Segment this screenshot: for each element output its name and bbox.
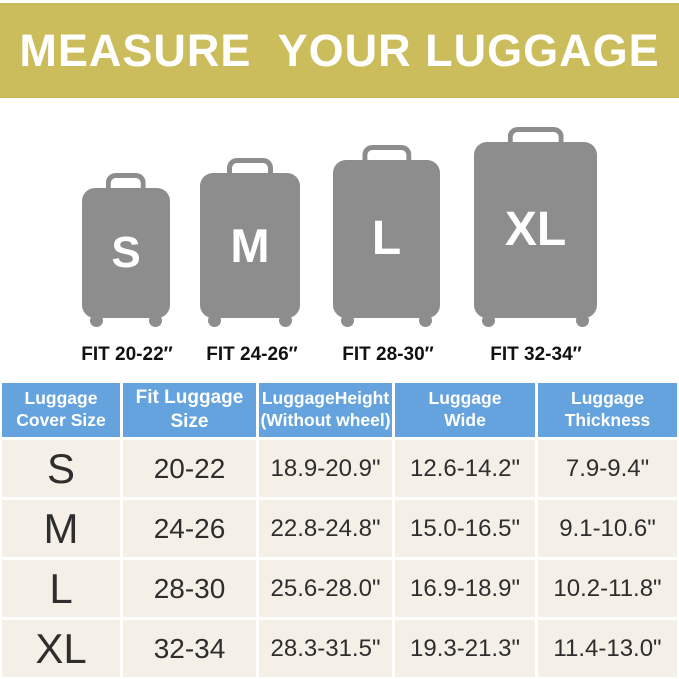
suitcase-size-letter: XL <box>504 203 567 256</box>
table-cell-thickness: 11.4-13.0" <box>538 620 677 677</box>
column-header-cover-size: Luggage Cover Size <box>2 383 120 437</box>
fit-label-s: FIT 20-22″ <box>81 344 173 365</box>
table-cell-size: S <box>2 440 120 497</box>
fit-label-l: FIT 28-30″ <box>342 344 434 365</box>
fit-label-xl: FIT 32-34″ <box>490 344 582 365</box>
suitcase-l: L <box>333 145 440 327</box>
column-header-thickness: Luggage Thickness <box>538 383 677 437</box>
size-chart-table: Luggage Cover Size Fit Luggage Size Lugg… <box>2 383 677 677</box>
suitcase-s: S <box>82 173 170 327</box>
column-header-height: LuggageHeight (Without wheel) <box>259 383 392 437</box>
suitcase-m: M <box>200 158 300 327</box>
suitcase-size-letter: L <box>371 212 402 265</box>
table-cell-height: 25.6-28.0" <box>259 560 392 617</box>
table-cell-thickness: 10.2-11.8" <box>538 560 677 617</box>
suitcase-body: L <box>333 160 440 318</box>
suitcase-size-letter: S <box>111 228 141 277</box>
page-title: MEASURE YOUR LUGGAGE <box>19 24 660 76</box>
table-cell-height: 28.3-31.5" <box>259 620 392 677</box>
table-cell-fit: 20-22 <box>123 440 256 497</box>
suitcase-body: M <box>200 173 300 318</box>
suitcase-size-letter: M <box>230 219 270 272</box>
table-cell-thickness: 7.9-9.4" <box>538 440 677 497</box>
table-cell-thickness: 9.1-10.6" <box>538 500 677 557</box>
table-cell-fit: 32-34 <box>123 620 256 677</box>
table-cell-wide: 16.9-18.9" <box>395 560 535 617</box>
table-cell-wide: 19.3-21.3" <box>395 620 535 677</box>
table-cell-height: 18.9-20.9" <box>259 440 392 497</box>
table-cell-size: M <box>2 500 120 557</box>
suitcase-body: S <box>82 188 170 318</box>
table-cell-height: 22.8-24.8" <box>259 500 392 557</box>
column-header-wide: Luggage Wide <box>395 383 535 437</box>
table-cell-fit: 28-30 <box>123 560 256 617</box>
table-cell-size: L <box>2 560 120 617</box>
suitcase-xl: XL <box>474 127 597 327</box>
fit-label-m: FIT 24-26″ <box>206 344 298 365</box>
table-cell-fit: 24-26 <box>123 500 256 557</box>
suitcase-body: XL <box>474 142 597 318</box>
suitcase-handle-icon <box>361 145 412 171</box>
table-cell-wide: 12.6-14.2" <box>395 440 535 497</box>
suitcase-handle-icon <box>105 173 147 199</box>
suitcase-handle-icon <box>227 158 273 184</box>
banner: MEASURE YOUR LUGGAGE <box>0 3 679 98</box>
suitcase-size-diagram: S M L XL FIT 20-22″ FIT 24-26″ FIT 28-30… <box>0 98 679 383</box>
suitcase-handle-icon <box>507 127 564 153</box>
table-cell-wide: 15.0-16.5" <box>395 500 535 557</box>
table-cell-size: XL <box>2 620 120 677</box>
column-header-fit-size: Fit Luggage Size <box>123 383 256 437</box>
